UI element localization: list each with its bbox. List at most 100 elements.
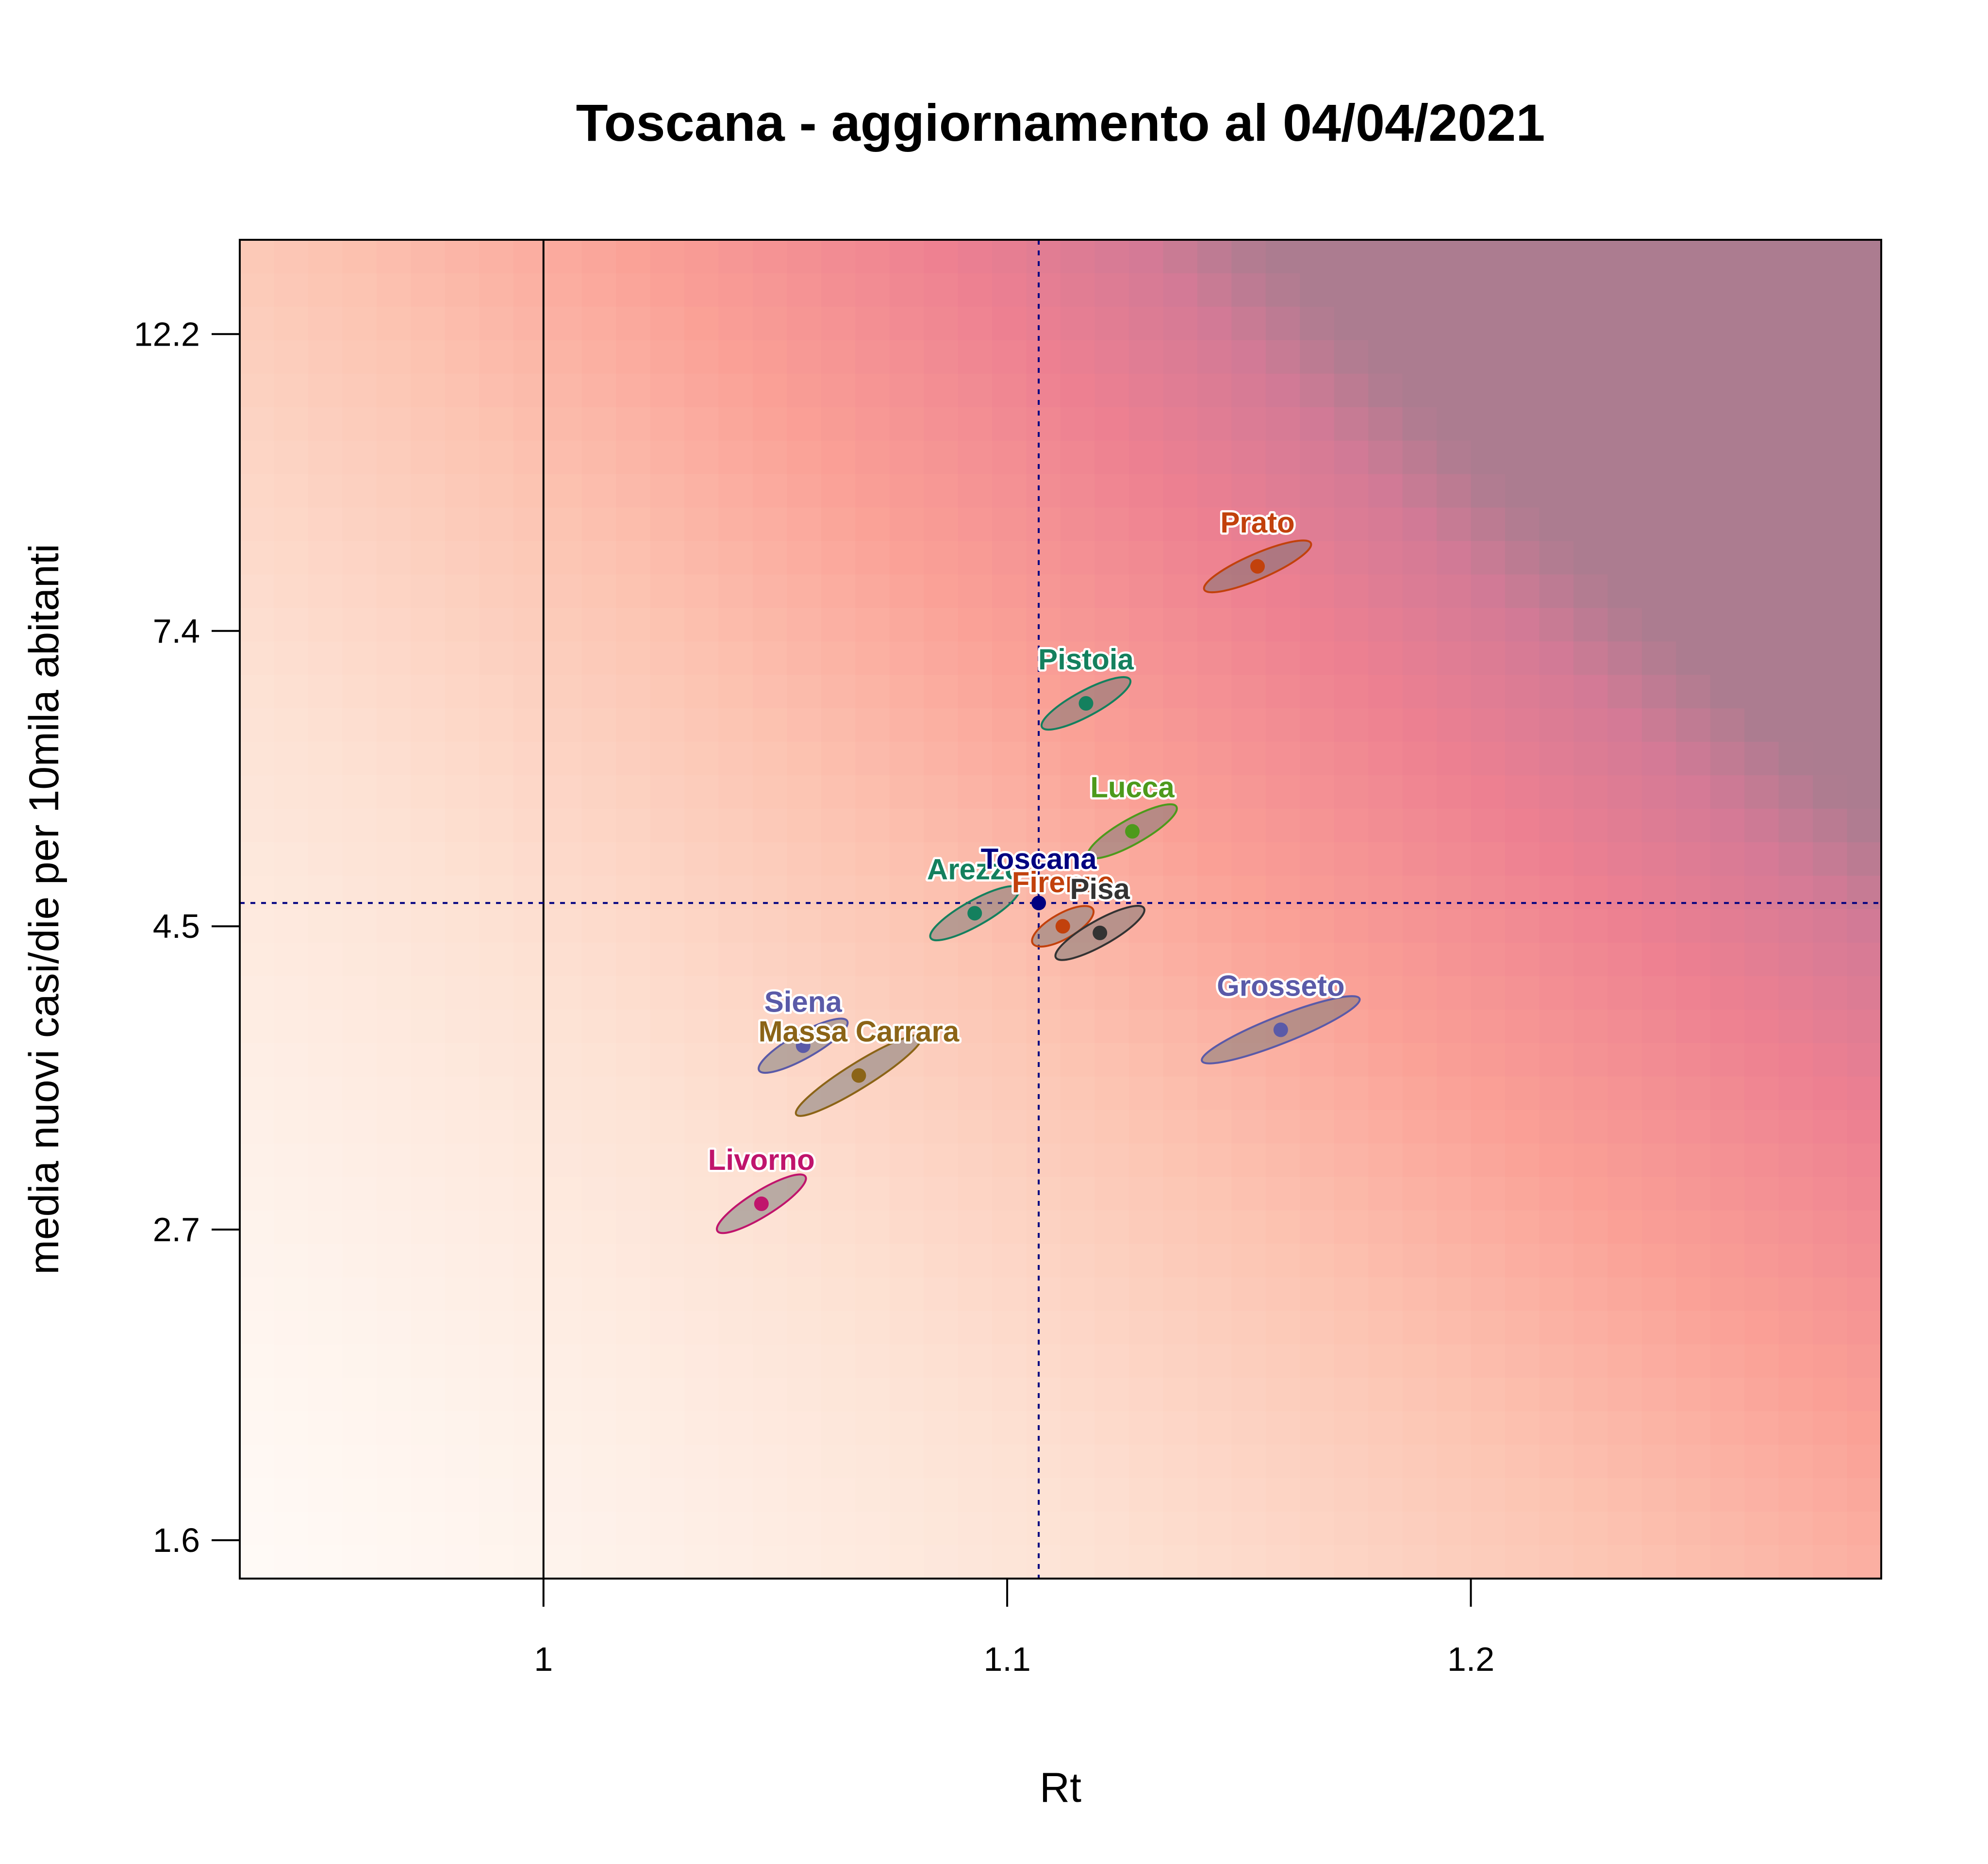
heatmap-cell: [376, 809, 412, 843]
heatmap-cell: [308, 1344, 343, 1379]
heatmap-cell: [1128, 1378, 1164, 1412]
heatmap-cell: [616, 273, 651, 307]
heatmap-cell: [924, 1143, 959, 1178]
heatmap-cell: [1231, 1512, 1266, 1546]
heatmap-cell: [581, 373, 617, 408]
heatmap-cell: [1026, 708, 1061, 743]
heatmap-cell: [1573, 608, 1608, 642]
heatmap-cell: [1026, 641, 1061, 676]
x-axis-label: Rt: [1040, 1764, 1081, 1811]
heatmap-cell: [1471, 340, 1506, 374]
heatmap-cell: [376, 1512, 412, 1546]
heatmap-cell: [1539, 1076, 1574, 1111]
heatmap-cell: [240, 1411, 275, 1446]
heatmap-cell: [1026, 1210, 1061, 1245]
heatmap-cell: [1676, 1277, 1711, 1312]
heatmap-cell: [1539, 608, 1574, 642]
heatmap-cell: [650, 1143, 685, 1178]
heatmap-cell: [274, 240, 309, 274]
heatmap-cell: [581, 1210, 617, 1245]
heatmap-cell: [513, 1344, 548, 1379]
heatmap-cell: [479, 842, 514, 877]
heatmap-cell: [1334, 306, 1369, 341]
heatmap-cell: [342, 373, 377, 408]
heatmap-cell: [1813, 541, 1848, 575]
heatmap-cell: [1437, 440, 1472, 475]
heatmap-cell: [1368, 842, 1403, 877]
heatmap-cell: [581, 909, 617, 943]
heatmap-cell: [581, 1143, 617, 1178]
heatmap-cell: [1471, 809, 1506, 843]
heatmap-cell: [684, 775, 719, 810]
heatmap-cell: [1573, 507, 1608, 542]
heatmap-cell: [958, 1512, 993, 1546]
heatmap-cell: [752, 407, 788, 441]
heatmap-cell: [240, 742, 275, 776]
heatmap-cell: [513, 507, 548, 542]
heatmap-cell: [1128, 1311, 1164, 1345]
heatmap-cell: [855, 976, 890, 1010]
heatmap-cell: [1471, 641, 1506, 676]
heatmap-cell: [547, 675, 582, 709]
heatmap-cell: [684, 809, 719, 843]
heatmap-cell: [1265, 876, 1301, 910]
x-tick-label: 1.2: [1447, 1640, 1494, 1678]
heatmap-cell: [1471, 1545, 1506, 1579]
heatmap-cell: [889, 1110, 925, 1144]
heatmap-cell: [376, 942, 412, 977]
heatmap-cell: [411, 608, 446, 642]
heatmap-cell: [342, 942, 377, 977]
heatmap-cell: [1265, 240, 1301, 274]
heatmap-cell: [308, 742, 343, 776]
heatmap-cell: [958, 574, 993, 609]
heatmap-cell: [1778, 1411, 1814, 1446]
heatmap-cell: [1539, 1277, 1574, 1312]
heatmap-cell: [958, 809, 993, 843]
heatmap-cell: [958, 1009, 993, 1044]
heatmap-cell: [718, 1478, 753, 1513]
heatmap-cell: [376, 675, 412, 709]
heatmap-cell: [1231, 641, 1266, 676]
heatmap-cell: [752, 1445, 788, 1479]
y-tick-label: 1.6: [153, 1521, 200, 1559]
heatmap-cell: [1607, 1512, 1642, 1546]
heatmap-cell: [1847, 608, 1881, 642]
heatmap-cell: [855, 1244, 890, 1278]
heatmap-cell: [1573, 1110, 1608, 1144]
heatmap-cell: [581, 1110, 617, 1144]
heatmap-cell: [581, 240, 617, 274]
heatmap-cell: [1607, 373, 1642, 408]
heatmap-cell: [1334, 541, 1369, 575]
heatmap-cell: [821, 306, 856, 341]
heatmap-cell: [1197, 1545, 1232, 1579]
heatmap-cell: [1060, 1378, 1095, 1412]
heatmap-cell: [1573, 273, 1608, 307]
heatmap-cell: [1676, 809, 1711, 843]
heatmap-cell: [1094, 1344, 1129, 1379]
heatmap-cell: [718, 1244, 753, 1278]
heatmap-cell: [1539, 440, 1574, 475]
heatmap-cell: [650, 1545, 685, 1579]
heatmap-cell: [889, 641, 925, 676]
heatmap-cell: [479, 1478, 514, 1513]
point-prato: [1250, 559, 1265, 574]
heatmap-cell: [1026, 842, 1061, 877]
heatmap-cell: [1163, 474, 1198, 508]
heatmap-cell: [1847, 474, 1881, 508]
heatmap-cell: [1710, 742, 1745, 776]
heatmap-cell: [342, 1110, 377, 1144]
heatmap-cell: [1163, 1244, 1198, 1278]
heatmap-cell: [1847, 507, 1881, 542]
heatmap-cell: [855, 641, 890, 676]
heatmap-cell: [718, 608, 753, 642]
heatmap-cell: [1163, 273, 1198, 307]
heatmap-cell: [1471, 876, 1506, 910]
heatmap-cell: [1265, 1110, 1301, 1144]
heatmap-cell: [684, 1344, 719, 1379]
heatmap-cell: [479, 1344, 514, 1379]
heatmap-cell: [1744, 1311, 1779, 1345]
heatmap-cell: [1607, 1311, 1642, 1345]
heatmap-cell: [1334, 440, 1369, 475]
heatmap-cell: [1402, 1210, 1438, 1245]
heatmap-cell: [616, 641, 651, 676]
